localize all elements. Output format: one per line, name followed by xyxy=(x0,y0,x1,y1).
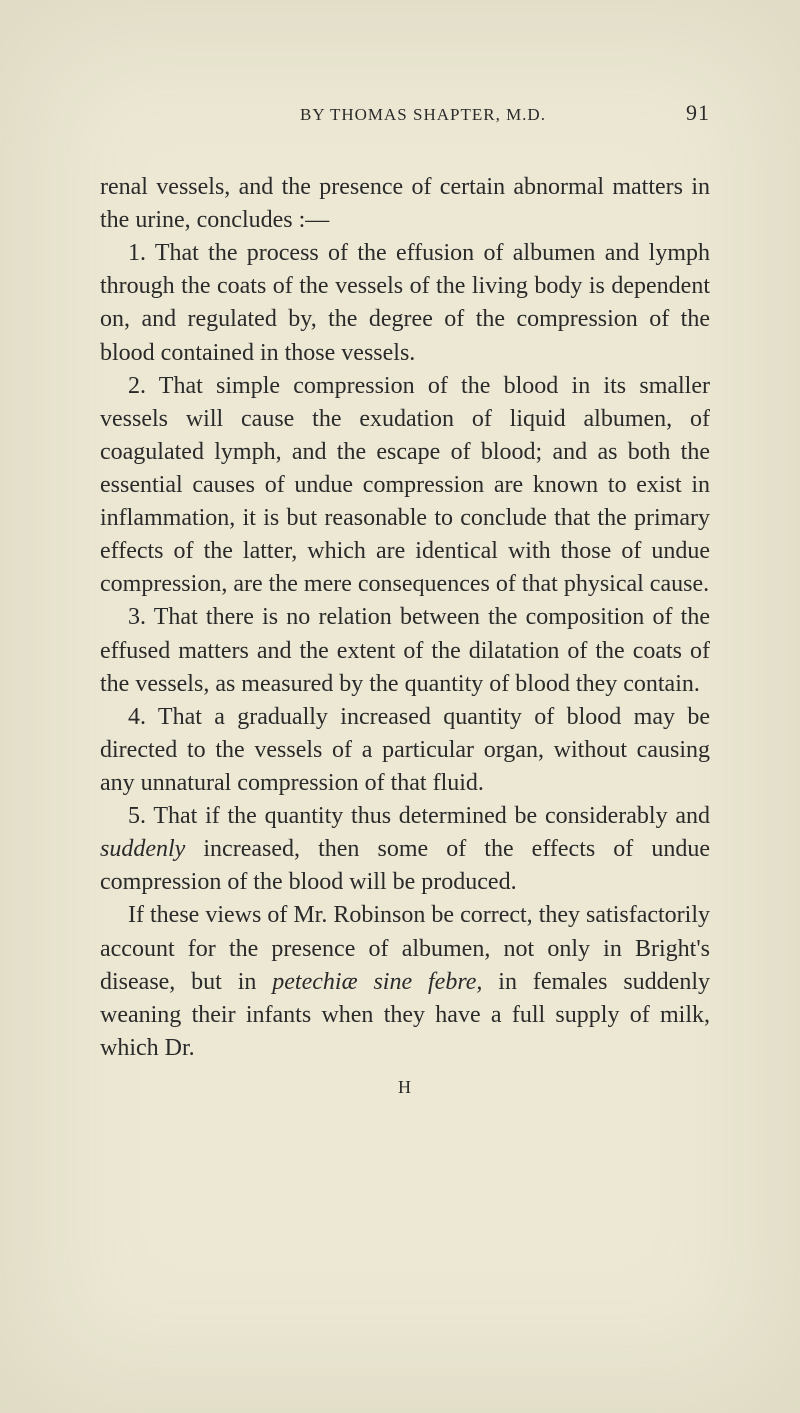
paragraph-2: 2. That simple compression of the blood … xyxy=(100,370,710,602)
paragraph-5-part-a: 5. That if the quantity thus determined … xyxy=(128,803,710,829)
paragraph-4: 4. That a gradually increased quantity o… xyxy=(100,701,710,800)
signature-mark: H xyxy=(100,1077,710,1098)
paragraph-6-italic: petechiæ sine febre, xyxy=(272,969,482,995)
paragraph-1: 1. That the process of the effusion of a… xyxy=(100,237,710,369)
paragraph-5-part-c: increased, then some of the effects of u… xyxy=(100,836,710,895)
paragraph-5: 5. That if the quantity thus determined … xyxy=(100,800,710,899)
paragraph-5-italic: suddenly xyxy=(100,836,185,862)
page-body: renal vessels, and the presence of certa… xyxy=(100,171,710,1065)
page-header: BY THOMAS SHAPTER, M.D. 91 xyxy=(100,100,710,126)
paragraph-intro: renal vessels, and the presence of certa… xyxy=(100,171,710,237)
page-number: 91 xyxy=(686,100,710,126)
paragraph-3: 3. That there is no relation between the… xyxy=(100,601,710,700)
paragraph-6: If these views of Mr. Robinson be correc… xyxy=(100,899,710,1065)
running-title: BY THOMAS SHAPTER, M.D. xyxy=(300,105,546,125)
